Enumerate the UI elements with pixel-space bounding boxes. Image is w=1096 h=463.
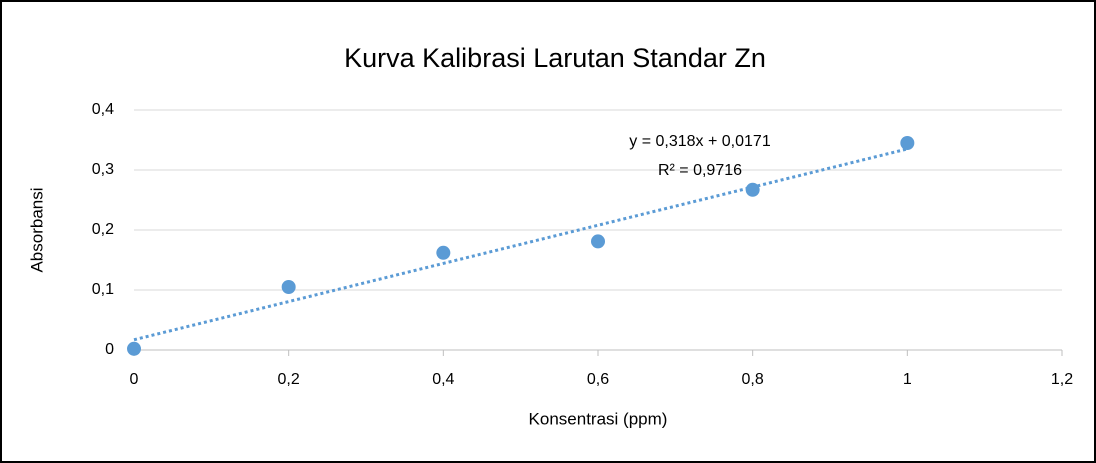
point xyxy=(436,245,451,260)
x-tick-label: 0,4 xyxy=(432,371,454,388)
y-axis-label: Absorbansi xyxy=(27,187,46,272)
x-tick-label: 1,2 xyxy=(1051,371,1073,388)
y-tick-label: 0,2 xyxy=(92,221,114,238)
x-tick-label: 0,6 xyxy=(587,371,609,388)
trendline xyxy=(133,147,908,342)
point xyxy=(281,280,296,294)
point xyxy=(127,341,141,356)
y-tick-label: 0,1 xyxy=(92,281,114,298)
x-tick-label: 0,2 xyxy=(278,371,300,388)
chart-title: Kurva Kalibrasi Larutan Standar Zn xyxy=(344,43,766,73)
point xyxy=(900,136,915,150)
x-tick-label: 0,8 xyxy=(742,371,764,388)
x-tick-label: 1 xyxy=(903,371,912,388)
y-tick-label: 0,4 xyxy=(92,101,114,118)
y-tick-label: 0 xyxy=(105,341,114,358)
trendline-equation: y = 0,318x + 0,0171 xyxy=(629,133,771,150)
x-tick-label: 0 xyxy=(130,371,139,388)
point xyxy=(745,182,760,197)
point xyxy=(591,234,605,249)
trendline-r2: R² = 0,9716 xyxy=(658,162,742,179)
x-axis-label: Konsentrasi (ppm) xyxy=(529,409,668,428)
y-tick-label: 0,3 xyxy=(92,161,114,178)
